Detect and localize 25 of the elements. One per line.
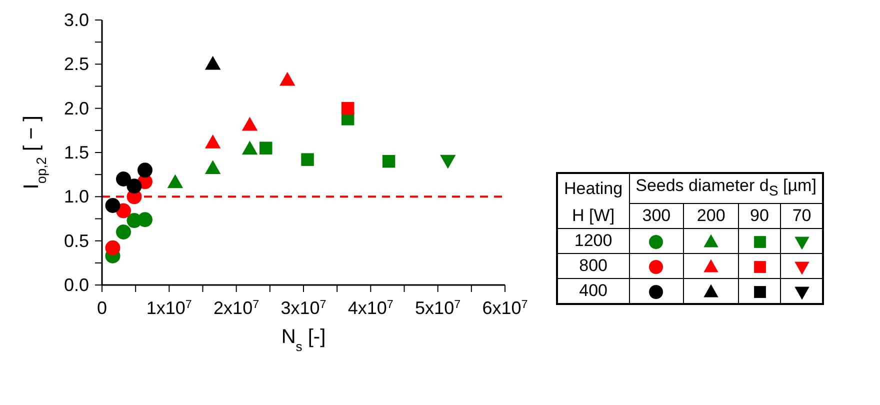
y-tick-label: 0.5 — [64, 230, 89, 251]
text: 300 — [629, 204, 684, 229]
y-tick-label: 3.0 — [64, 10, 89, 30]
text: 0.0 — [64, 275, 89, 295]
text: 1200 — [557, 228, 630, 254]
x-tick-label: 4x10$^{7}$ — [348, 298, 394, 318]
x-tick-label: 6x10$^{7}$ — [482, 298, 528, 318]
text: 400 — [557, 278, 630, 304]
text: 200 — [684, 204, 738, 229]
x-tick-label: 3x10$^{7}$ — [280, 298, 326, 318]
x-tick-label: 2x10$^{7}$ — [214, 298, 260, 318]
y-tick-label: 1.5 — [64, 142, 89, 162]
x-axis-title: N$_{s}$ [-] — [281, 326, 326, 354]
text: 800 — [557, 254, 630, 279]
text: H [W] — [557, 204, 630, 229]
text: 90 — [738, 204, 781, 229]
x-tick-label: 0 — [96, 298, 108, 318]
y-tick-label: 2.0 — [64, 98, 89, 118]
text: Heating — [557, 173, 630, 204]
y-tick-label: 1.0 — [64, 186, 89, 207]
x-tick-label: 1x10$^{7}$ — [146, 298, 192, 318]
text: 70 — [780, 204, 824, 229]
x-tick-label: 5x10$^{7}$ — [415, 298, 461, 318]
text: Seeds diameter d$_{S}$ [µm] — [629, 173, 824, 204]
y-tick-label: 2.5 — [64, 54, 89, 74]
